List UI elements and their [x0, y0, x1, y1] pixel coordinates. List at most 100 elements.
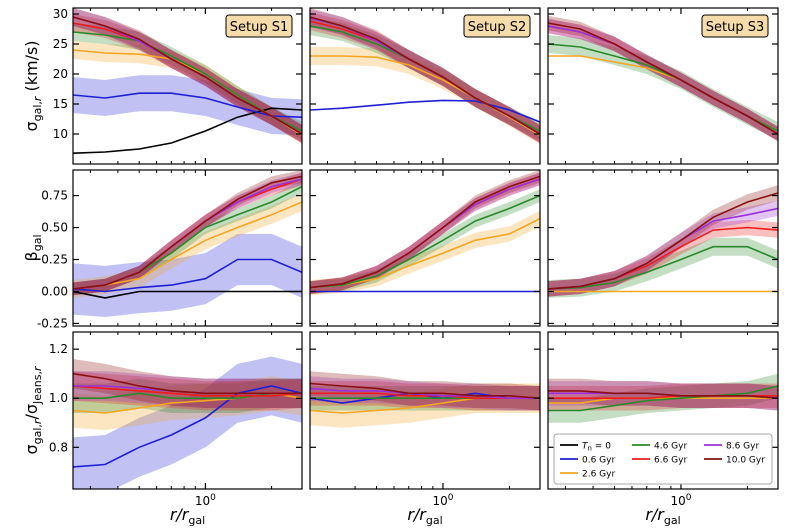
series-line-6-6-gyr	[73, 385, 302, 397]
plot-area	[73, 356, 302, 489]
panel-r2-c1: -0.25 0.00 0.25 0.50 0.75 βgal	[22, 169, 303, 330]
legend-label: 10.0 Gyr	[726, 456, 765, 466]
band-2-6-gyr	[310, 210, 540, 296]
series-line-t-n-0	[73, 290, 302, 299]
legend-label: 4.6 Gyr	[654, 442, 687, 452]
band-6-6-gyr	[310, 172, 540, 294]
y-tick-label: 1.2	[49, 342, 68, 356]
axes-frame	[309, 7, 541, 165]
band-6-6-gyr	[548, 219, 778, 297]
band-8-6-gyr	[548, 200, 778, 297]
plot-area	[310, 371, 540, 428]
legend-label: Tn = 0	[582, 442, 611, 453]
setup-box	[225, 14, 293, 38]
series-line-4-6-gyr	[548, 245, 778, 290]
y-tick-label: 0.50	[41, 221, 68, 235]
series-line-0-6-gyr	[73, 385, 302, 468]
series-line-10-0-gyr	[548, 22, 778, 135]
panel-r3-c1: 100 0.8 1.0 1.2 σgal,r/σJeans,r r/rgal	[22, 331, 303, 527]
setup-label: Setup S1	[230, 20, 289, 35]
y-axis-label: σgal,r/σJeans,r	[22, 365, 44, 454]
series-line-10-0-gyr	[548, 192, 778, 290]
panel-r2-c2	[309, 169, 541, 327]
series-line-4-6-gyr	[73, 392, 302, 400]
x-tick-label: 100	[670, 493, 691, 508]
series-line-10-0-gyr	[548, 390, 778, 399]
y-tick-label: 0.00	[41, 284, 68, 298]
band-10-0-gyr	[548, 185, 778, 297]
plot-area	[73, 8, 302, 154]
plot-area	[548, 373, 778, 423]
series-line-10-0-gyr	[73, 16, 302, 135]
axes-frame	[547, 7, 779, 165]
band-8-6-gyr	[548, 381, 778, 411]
band-0-6-gyr	[73, 233, 302, 317]
plot-area	[310, 170, 540, 296]
band-10-0-gyr	[73, 170, 302, 296]
band-8-6-gyr	[73, 371, 302, 408]
plot-area	[548, 185, 778, 298]
y-tick-label: 0.8	[49, 440, 68, 454]
axes-frame	[309, 169, 541, 327]
legend-label: 2.6 Gyr	[582, 470, 615, 480]
band-10-0-gyr	[310, 8, 540, 143]
panel-r1-c2: Setup S2	[309, 7, 541, 165]
band-8-6-gyr	[310, 172, 540, 294]
band-0-6-gyr	[73, 356, 302, 489]
setup-label: Setup S3	[706, 20, 765, 35]
series-line-10-0-gyr	[310, 16, 540, 135]
band-4-6-gyr	[310, 189, 540, 294]
band-8-6-gyr	[310, 9, 540, 144]
series-line-2-6-gyr	[73, 201, 302, 290]
legend-label: 6.6 Gyr	[654, 456, 687, 466]
y-axis-label: σgal,r (km/s)	[22, 40, 44, 131]
series-line-8-6-gyr	[310, 387, 540, 400]
setup-box	[701, 14, 769, 38]
legend-box	[553, 433, 773, 485]
band-6-6-gyr	[310, 12, 540, 144]
series-line-2-6-gyr	[310, 55, 540, 136]
y-tick-label: -0.25	[37, 316, 68, 330]
x-axis-label: r/rgal	[645, 505, 680, 527]
plot-area	[548, 15, 778, 142]
series-line-10-0-gyr	[73, 175, 302, 290]
series-line-4-6-gyr	[310, 194, 540, 289]
band-2-6-gyr	[73, 193, 302, 298]
series-line-0-6-gyr	[310, 99, 540, 123]
y-tick-label: 0.25	[41, 253, 68, 267]
series-line-10-0-gyr	[310, 175, 540, 289]
band-2-6-gyr	[73, 41, 302, 145]
axes-frame	[72, 169, 303, 327]
x-axis-label: r/rgal	[407, 505, 442, 527]
axes-frame	[72, 331, 303, 490]
series-line-10-0-gyr	[73, 372, 302, 395]
band-2-6-gyr	[73, 376, 302, 431]
axes-frame	[72, 7, 303, 165]
band-10-0-gyr	[310, 371, 540, 411]
band-4-6-gyr	[73, 180, 302, 296]
setup-label: Setup S2	[468, 20, 527, 35]
y-tick-label: 25	[53, 37, 68, 51]
y-tick-label: 15	[53, 97, 68, 111]
y-tick-label: 0.75	[41, 189, 68, 203]
legend-label: 8.6 Gyr	[726, 442, 759, 452]
panel-r1-c3: Setup S3	[547, 7, 779, 165]
legend: Tn = 0 0.6 Gyr 2.6 Gyr 4.6 Gyr 6.6 Gyr 8.6 Gy…	[553, 433, 773, 485]
band-4-6-gyr	[548, 35, 778, 140]
series-line-t-n-0	[73, 107, 302, 154]
setup-box	[463, 14, 531, 38]
panel-r1-c1: 10 15 20 25 30 Setup S1 σgal,r (km/s)	[22, 7, 303, 165]
series-line-10-0-gyr	[310, 382, 540, 399]
x-axis-label: r/rgal	[170, 505, 205, 527]
plot-area	[310, 8, 540, 145]
plot-area	[73, 170, 302, 317]
band-4-6-gyr	[310, 17, 540, 140]
y-tick-label: 1.0	[49, 391, 68, 405]
series-line-0-6-gyr	[73, 92, 302, 118]
series-line-4-6-gyr	[548, 385, 778, 412]
band-4-6-gyr	[548, 237, 778, 298]
band-6-6-gyr	[73, 14, 302, 143]
